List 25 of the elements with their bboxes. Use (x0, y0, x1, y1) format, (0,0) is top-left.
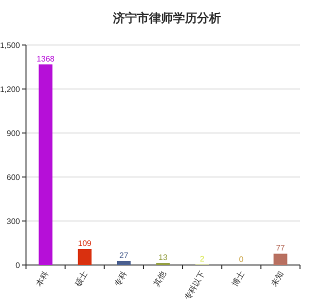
x-tick-label: 专科以下 (183, 270, 207, 300)
bar (78, 249, 92, 265)
x-tick-label: 未知 (269, 270, 286, 288)
data-label: 27 (119, 251, 129, 260)
bar (274, 254, 288, 265)
y-tick-label: 300 (6, 217, 21, 226)
bar (117, 261, 131, 265)
data-label: 1368 (36, 54, 56, 64)
y-tick-label: 900 (6, 129, 21, 138)
chart-title: 济宁市律师学历分析 (112, 11, 221, 25)
data-label: 109 (78, 239, 92, 248)
x-tick-label: 硕士 (73, 270, 90, 289)
y-tick-label: 600 (6, 173, 21, 182)
y-tick-label: 0 (16, 261, 21, 270)
data-label: 0 (239, 255, 244, 264)
x-tick-label: 专科 (112, 270, 129, 288)
data-label: 77 (276, 244, 286, 253)
y-tick-label: 1,200 (0, 85, 21, 94)
x-tick-label: 其他 (152, 270, 168, 288)
data-label: 2 (200, 254, 205, 264)
y-tick-label: 1,500 (0, 41, 21, 50)
data-label: 13 (158, 253, 168, 262)
bar (38, 64, 52, 265)
x-tick-label: 本科 (34, 270, 50, 288)
x-tick-label: 博士 (230, 270, 246, 288)
